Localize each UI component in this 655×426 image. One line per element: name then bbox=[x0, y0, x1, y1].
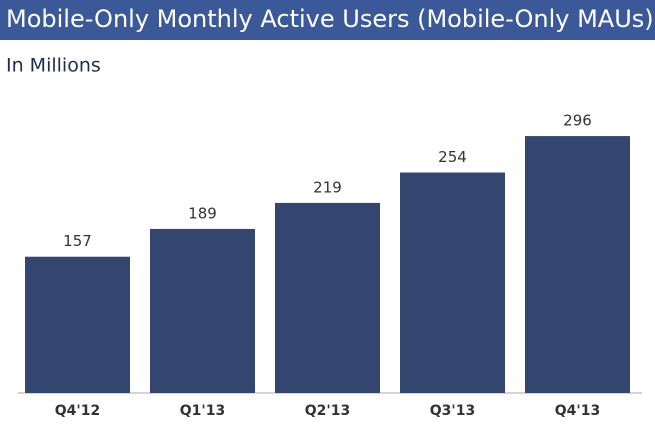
value-label: 189 bbox=[188, 204, 217, 222]
value-label: 254 bbox=[438, 148, 467, 166]
bar bbox=[25, 256, 130, 393]
bar bbox=[275, 202, 380, 393]
chart-subtitle: In Millions bbox=[6, 55, 101, 77]
x-tick-label: Q1'13 bbox=[180, 403, 225, 419]
title-banner bbox=[0, 0, 655, 40]
bar bbox=[400, 172, 505, 393]
value-label: 296 bbox=[563, 112, 592, 130]
bar bbox=[525, 136, 630, 393]
x-tick-label: Q4'13 bbox=[555, 403, 600, 419]
value-label: 219 bbox=[313, 178, 342, 196]
x-tick-label: Q2'13 bbox=[305, 403, 350, 419]
x-tick-label: Q4'12 bbox=[55, 403, 100, 419]
bar bbox=[150, 228, 255, 393]
chart-title: Mobile-Only Monthly Active Users (Mobile… bbox=[6, 5, 654, 33]
value-label: 157 bbox=[63, 232, 92, 250]
x-tick-label: Q3'13 bbox=[430, 403, 475, 419]
